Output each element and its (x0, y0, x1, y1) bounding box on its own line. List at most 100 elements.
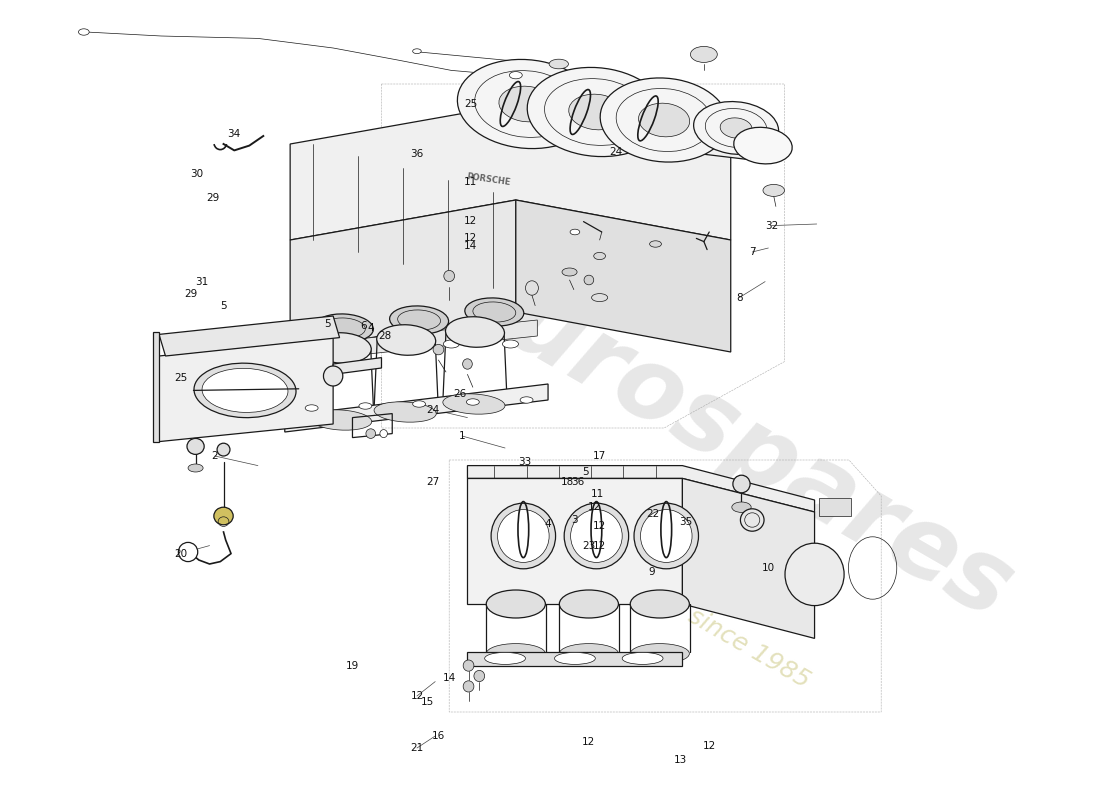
Text: 5: 5 (324, 319, 331, 329)
Ellipse shape (601, 78, 728, 162)
Ellipse shape (412, 401, 426, 407)
Ellipse shape (78, 29, 89, 35)
Ellipse shape (549, 59, 569, 69)
Ellipse shape (463, 681, 474, 692)
Text: 8: 8 (736, 293, 743, 302)
Text: 12: 12 (593, 541, 606, 550)
Ellipse shape (315, 314, 373, 342)
Text: 10: 10 (762, 563, 774, 573)
Text: 11: 11 (464, 177, 477, 186)
Polygon shape (468, 466, 815, 512)
Ellipse shape (266, 340, 282, 348)
Ellipse shape (594, 253, 605, 259)
Polygon shape (153, 332, 159, 442)
Text: 24: 24 (427, 405, 440, 414)
Ellipse shape (384, 340, 400, 348)
Ellipse shape (559, 643, 618, 664)
Text: 18: 18 (561, 477, 574, 486)
Ellipse shape (569, 94, 624, 130)
Text: 4: 4 (544, 519, 551, 529)
Ellipse shape (650, 241, 661, 247)
Ellipse shape (217, 443, 230, 456)
Ellipse shape (443, 340, 460, 348)
Polygon shape (290, 200, 516, 352)
Ellipse shape (486, 643, 546, 664)
Ellipse shape (187, 438, 205, 454)
Text: 29: 29 (206, 194, 219, 203)
Ellipse shape (785, 543, 844, 606)
Ellipse shape (559, 590, 618, 618)
Ellipse shape (323, 366, 343, 386)
Polygon shape (468, 478, 682, 604)
Ellipse shape (720, 118, 752, 138)
Text: 27: 27 (427, 477, 440, 486)
Polygon shape (160, 316, 340, 356)
Ellipse shape (309, 410, 372, 430)
Ellipse shape (630, 643, 690, 664)
Text: 28: 28 (378, 331, 392, 341)
Text: 35: 35 (679, 517, 692, 526)
Polygon shape (290, 104, 730, 240)
Ellipse shape (376, 325, 436, 355)
Ellipse shape (366, 429, 375, 438)
Ellipse shape (564, 503, 628, 569)
Text: 12: 12 (593, 522, 606, 531)
Ellipse shape (732, 502, 751, 512)
Ellipse shape (374, 402, 437, 422)
Text: 1: 1 (459, 431, 465, 441)
Text: 13: 13 (673, 755, 686, 765)
Text: 9: 9 (648, 567, 654, 577)
Ellipse shape (584, 275, 594, 285)
Ellipse shape (520, 397, 534, 403)
Ellipse shape (634, 503, 698, 569)
Ellipse shape (630, 590, 690, 618)
Ellipse shape (326, 340, 341, 348)
Ellipse shape (740, 509, 764, 531)
Ellipse shape (527, 67, 666, 157)
Text: 12: 12 (703, 741, 716, 750)
Text: 15: 15 (421, 698, 434, 707)
Polygon shape (672, 104, 776, 160)
Text: 20: 20 (174, 549, 187, 558)
Ellipse shape (379, 430, 387, 438)
Text: 33: 33 (518, 458, 531, 467)
Text: 19: 19 (345, 661, 359, 670)
Ellipse shape (491, 503, 556, 569)
Ellipse shape (463, 358, 472, 369)
Ellipse shape (443, 394, 505, 414)
Ellipse shape (570, 230, 580, 235)
Ellipse shape (463, 660, 474, 671)
Text: 25: 25 (464, 99, 477, 109)
Polygon shape (333, 358, 382, 374)
Text: 12: 12 (410, 691, 424, 701)
Ellipse shape (194, 363, 296, 418)
Text: 14: 14 (464, 242, 477, 251)
Text: 14: 14 (442, 674, 455, 683)
Text: 7: 7 (749, 247, 756, 257)
Text: 26: 26 (453, 389, 466, 398)
Text: 29: 29 (185, 290, 198, 299)
Ellipse shape (443, 270, 454, 282)
Ellipse shape (571, 510, 623, 562)
Polygon shape (160, 338, 333, 442)
Ellipse shape (497, 510, 549, 562)
Text: 25: 25 (174, 373, 187, 382)
Text: 17: 17 (593, 451, 606, 461)
Polygon shape (516, 200, 730, 352)
Ellipse shape (499, 86, 554, 122)
Ellipse shape (485, 653, 526, 664)
Ellipse shape (389, 306, 449, 334)
Ellipse shape (433, 344, 443, 355)
Ellipse shape (202, 368, 288, 413)
Ellipse shape (465, 298, 524, 326)
Text: 3: 3 (572, 515, 579, 525)
Ellipse shape (213, 507, 233, 525)
Text: 12: 12 (464, 216, 477, 226)
Ellipse shape (623, 653, 663, 664)
Text: 21: 21 (410, 743, 424, 753)
Ellipse shape (640, 510, 692, 562)
Text: 12: 12 (587, 502, 601, 512)
Text: PORSCHE: PORSCHE (466, 173, 512, 187)
Ellipse shape (458, 59, 596, 149)
Text: 32: 32 (764, 221, 778, 230)
